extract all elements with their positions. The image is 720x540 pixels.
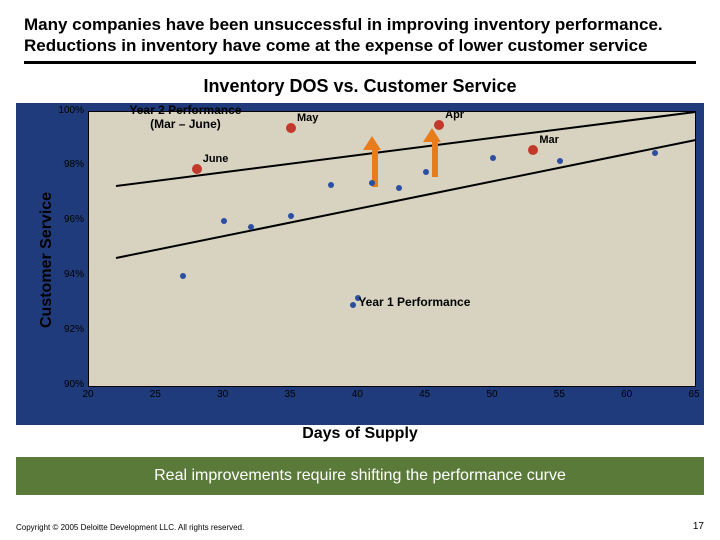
point-label: Mar xyxy=(539,134,559,146)
x-tick: 65 xyxy=(688,389,699,400)
year1-point xyxy=(396,185,402,191)
chart-zone: Inventory DOS vs. Customer Service Custo… xyxy=(16,76,704,443)
year1-point xyxy=(369,180,375,186)
y-tick: 96% xyxy=(56,214,84,225)
x-tick: 30 xyxy=(217,389,228,400)
x-tick: 25 xyxy=(150,389,161,400)
slide: { "title": "Many companies have been uns… xyxy=(0,0,720,540)
year1-point xyxy=(652,150,658,156)
y-tick: 98% xyxy=(56,159,84,170)
copyright: Copyright © 2005 Deloitte Development LL… xyxy=(16,523,244,532)
conclusion-bar: Real improvements require shifting the p… xyxy=(16,457,704,495)
x-tick: 55 xyxy=(554,389,565,400)
title-block: Many companies have been unsuccessful in… xyxy=(0,0,720,70)
shift-arrow xyxy=(429,128,441,177)
footer: Copyright © 2005 Deloitte Development LL… xyxy=(16,523,704,532)
year2-point xyxy=(434,120,444,130)
year1-point xyxy=(490,155,496,161)
year1-point xyxy=(248,224,254,230)
x-tick: 40 xyxy=(352,389,363,400)
x-tick: 60 xyxy=(621,389,632,400)
year1-point xyxy=(557,158,563,164)
year1-label: Year 1 Performance xyxy=(358,295,470,309)
title-rule xyxy=(24,61,696,64)
point-label: June xyxy=(203,153,229,165)
y-tick: 100% xyxy=(56,105,84,116)
x-axis-label: Days of Supply xyxy=(16,425,704,443)
y-tick: 94% xyxy=(56,269,84,280)
year1-point xyxy=(328,182,334,188)
x-tick: 45 xyxy=(419,389,430,400)
point-label: May xyxy=(297,112,318,124)
point-label: Apr xyxy=(445,109,464,121)
year1-point xyxy=(423,169,429,175)
year2-point xyxy=(286,123,296,133)
plot-area: JuneMayAprMarYear 1 PerformanceYear 2 Pe… xyxy=(88,111,696,387)
year2-point xyxy=(192,164,202,174)
year2-point xyxy=(528,145,538,155)
y-axis-label: Customer Service xyxy=(38,191,56,327)
year2-label: Year 2 Performance (Mar – June) xyxy=(129,103,241,131)
plot-frame: Customer Service June May Apr Mar Year 1 Per… xyxy=(16,103,704,425)
year1-point xyxy=(221,218,227,224)
chart-title: Inventory DOS vs. Customer Service xyxy=(16,76,704,97)
x-tick: 50 xyxy=(486,389,497,400)
y-tick: 92% xyxy=(56,324,84,335)
page-number: 17 xyxy=(693,521,704,532)
x-tick: 35 xyxy=(284,389,295,400)
page-title: Many companies have been unsuccessful in… xyxy=(24,14,696,57)
x-tick: 20 xyxy=(82,389,93,400)
year1-point xyxy=(180,273,186,279)
y-tick: 90% xyxy=(56,379,84,390)
year1-point xyxy=(288,213,294,219)
